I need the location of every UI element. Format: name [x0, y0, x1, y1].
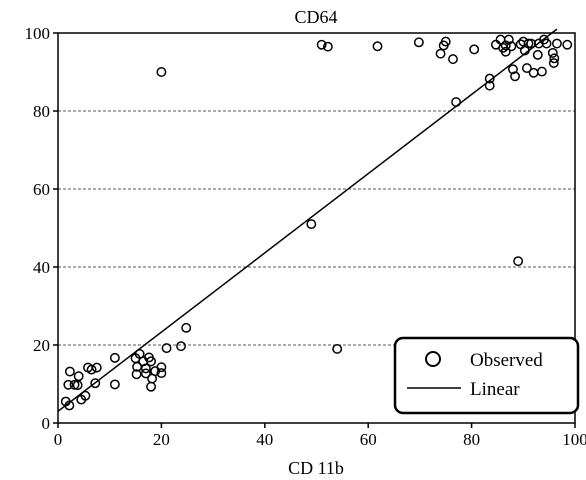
- data-point: [156, 368, 167, 379]
- data-point: [484, 73, 495, 84]
- x-axis-title: CD 11b: [288, 458, 344, 478]
- data-point: [146, 381, 157, 392]
- data-point: [548, 58, 559, 68]
- data-point: [372, 41, 383, 52]
- x-tick-label: 60: [360, 430, 377, 449]
- data-point: [64, 400, 75, 411]
- x-tick-label: 20: [153, 430, 170, 449]
- y-tick-label: 0: [42, 414, 51, 433]
- data-point: [63, 379, 74, 390]
- data-point: [500, 46, 511, 57]
- data-point: [161, 343, 172, 354]
- data-point: [316, 39, 327, 50]
- y-tick-label: 100: [25, 24, 51, 43]
- legend-box: [393, 336, 580, 415]
- data-point: [551, 38, 562, 49]
- data-point: [528, 67, 539, 78]
- data-point: [80, 390, 91, 401]
- data-point: [435, 48, 446, 59]
- data-point: [322, 41, 333, 52]
- data-point: [176, 341, 186, 352]
- data-point: [306, 219, 317, 230]
- y-tick-label: 40: [33, 258, 50, 277]
- x-tick-label: 40: [256, 430, 273, 449]
- data-point: [549, 53, 560, 64]
- data-point: [532, 49, 543, 60]
- legend-observed-label: Observed: [470, 350, 543, 371]
- data-point: [440, 36, 451, 47]
- data-point: [448, 54, 458, 65]
- data-point: [413, 37, 424, 48]
- data-point: [484, 80, 495, 91]
- data-point: [140, 368, 151, 379]
- data-point: [503, 34, 514, 45]
- data-point: [146, 356, 157, 367]
- data-point: [131, 369, 142, 380]
- legend: Observed Linear: [393, 336, 580, 415]
- chart-title: CD64: [294, 7, 337, 27]
- data-point: [109, 352, 120, 363]
- data-point: [536, 66, 547, 77]
- data-point: [156, 67, 167, 77]
- data-point: [64, 366, 75, 377]
- data-point: [513, 256, 524, 267]
- data-points: [60, 34, 573, 411]
- legend-linear-label: Linear: [470, 379, 520, 400]
- x-tick-label: 0: [54, 430, 63, 449]
- data-point: [541, 38, 552, 49]
- data-point: [109, 379, 120, 390]
- data-point: [451, 97, 462, 107]
- y-tick-label: 80: [33, 102, 50, 121]
- data-point: [90, 378, 101, 389]
- data-point: [332, 343, 343, 354]
- data-point: [562, 39, 573, 50]
- y-tick-label: 60: [33, 180, 50, 199]
- data-point: [500, 40, 511, 51]
- data-point: [181, 322, 192, 333]
- x-tick-label: 80: [463, 430, 480, 449]
- regression-line-layer: [57, 28, 558, 412]
- data-point: [506, 41, 517, 52]
- data-point: [86, 364, 97, 375]
- data-point: [73, 371, 84, 382]
- y-tick-label: 20: [33, 336, 50, 355]
- plot-frame: [57, 32, 576, 424]
- data-point: [91, 362, 102, 373]
- x-tick-label: 100: [562, 430, 586, 449]
- data-point: [469, 44, 480, 55]
- legend-observed-marker: [425, 351, 441, 367]
- data-point: [547, 47, 558, 58]
- data-point: [521, 63, 532, 74]
- linear-fit-line: [57, 28, 558, 412]
- gridlines: [58, 32, 575, 346]
- data-point: [510, 71, 520, 82]
- axis-ticks: 0 20 40 60 80 100 0 20 40 60 80 100: [25, 24, 586, 449]
- data-point: [156, 362, 167, 373]
- data-point: [140, 363, 151, 374]
- data-point: [508, 64, 518, 75]
